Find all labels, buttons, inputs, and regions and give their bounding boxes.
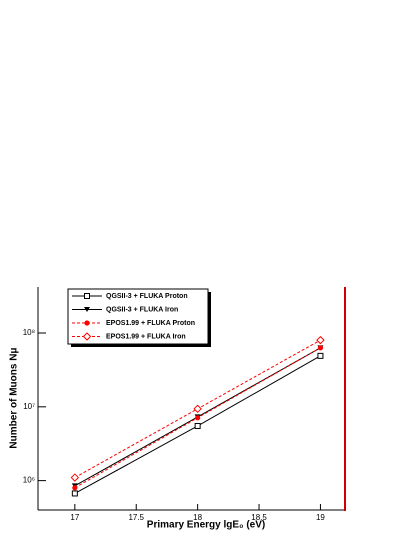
marker xyxy=(317,352,324,359)
legend-marker xyxy=(84,307,90,312)
x-tick-label: 19 xyxy=(316,513,325,522)
x-tick-label: 18.5 xyxy=(251,513,267,522)
marker xyxy=(194,422,201,429)
y-axis-label: Number of Muons Nμ xyxy=(9,347,20,448)
legend-marker xyxy=(84,320,90,326)
x-tick-label: 17.5 xyxy=(128,513,144,522)
legend-label: EPOS1.99 + FLUKA Proton xyxy=(106,320,195,327)
y-tick-label: 10⁶ xyxy=(23,476,35,485)
marker xyxy=(193,404,202,414)
legend-label: QGSII-3 + FLUKA Iron xyxy=(106,306,178,313)
marker xyxy=(317,345,324,351)
legend-marker xyxy=(84,293,90,299)
legend-marker xyxy=(82,332,92,341)
marker xyxy=(316,335,325,345)
legend-label: EPOS1.99 + FLUKA Iron xyxy=(106,333,186,340)
y-tick-label: 10⁷ xyxy=(23,402,35,411)
marker xyxy=(72,485,78,491)
legend xyxy=(67,288,209,345)
legend-label: QGSII-3 + FLUKA Proton xyxy=(106,293,188,300)
y-tick-label: 10⁸ xyxy=(23,328,35,337)
x-tick-label: 18 xyxy=(193,513,202,522)
marker xyxy=(195,415,201,421)
marker xyxy=(70,473,80,482)
x-axis-label: Primary Energy lgE₀ (eV) xyxy=(147,520,265,531)
x-tick-label: 17 xyxy=(70,513,79,522)
marker xyxy=(71,490,78,497)
